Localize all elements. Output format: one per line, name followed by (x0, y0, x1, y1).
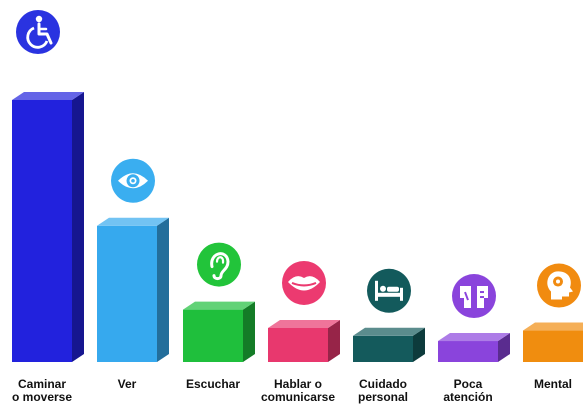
category-label-line: personal (358, 390, 408, 404)
wheelchair-icon (16, 10, 60, 54)
bar-top (268, 319, 340, 328)
ear-icon (197, 242, 241, 287)
category-label: Ver (118, 377, 137, 391)
category-label-line: Cuidado (359, 377, 407, 391)
category-label-line: Caminar (18, 377, 66, 391)
bar-group (12, 92, 84, 362)
category-label: Hablar o comunicarse (261, 377, 335, 404)
bar (97, 225, 157, 362)
bar-top (523, 322, 583, 331)
category-label-line: Hablar o (274, 377, 322, 391)
category-label: Caminar o moverse (12, 377, 72, 404)
category-label-line: comunicarse (261, 390, 335, 404)
bar-group (183, 301, 255, 362)
category-label-line: o moverse (12, 390, 72, 404)
bar-top (438, 333, 510, 342)
head-icon (537, 263, 581, 308)
bar-side (243, 301, 255, 362)
bar-group (268, 319, 340, 362)
bar-top (97, 217, 169, 226)
bar-top (183, 301, 255, 310)
bar (183, 309, 243, 362)
category-label-line: Poca (454, 377, 483, 391)
bar-group (523, 322, 583, 362)
bar-group (438, 333, 510, 362)
bar-top (353, 327, 425, 336)
category-label: Cuidado personal (358, 377, 408, 404)
bar (353, 335, 413, 362)
category-label-line: atención (443, 390, 492, 404)
bar-top (12, 92, 84, 100)
mouth-icon (282, 260, 326, 305)
bar (523, 330, 583, 362)
bar-group (353, 327, 425, 362)
bed-icon (367, 268, 411, 313)
bar-side (328, 319, 340, 362)
bar-side (72, 92, 84, 362)
category-label: Poca atención (443, 377, 492, 404)
bar (12, 100, 72, 362)
category-label-line: Escuchar (186, 377, 240, 391)
bar-side (413, 327, 425, 362)
bar (268, 327, 328, 362)
bar-group (97, 217, 169, 362)
category-label-line: Mental (534, 377, 572, 391)
bar (438, 341, 498, 362)
attention-icon (452, 274, 496, 319)
category-label: Mental (534, 377, 572, 391)
eye-icon (111, 158, 155, 203)
bar-side (498, 333, 510, 362)
bar-side (157, 217, 169, 362)
category-label-line: Ver (118, 377, 137, 391)
category-label: Escuchar (186, 377, 240, 391)
